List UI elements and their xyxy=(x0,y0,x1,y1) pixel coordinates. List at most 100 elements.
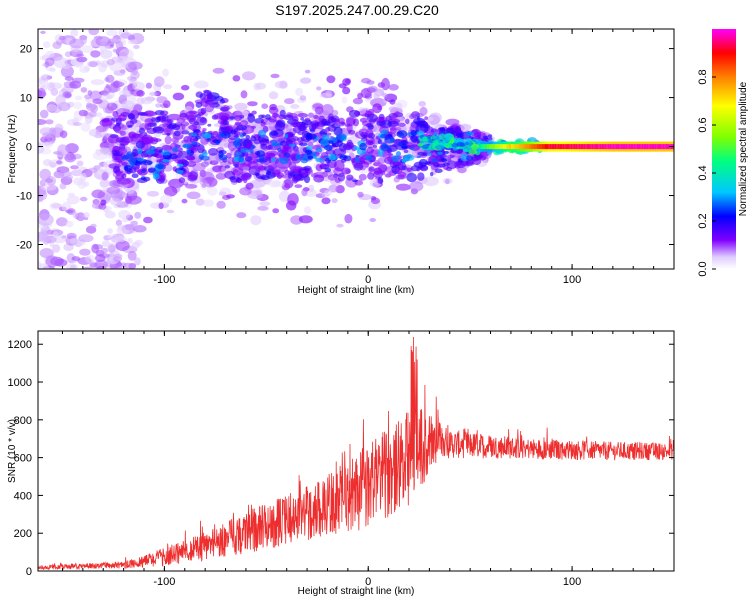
spectrogram-cell xyxy=(457,146,465,150)
spectrogram-cell xyxy=(137,111,146,116)
spectrogram-cell xyxy=(52,231,59,239)
carrier-core xyxy=(635,144,638,150)
spectrogram-cell xyxy=(337,117,345,125)
colorbar-tick-label: 0.6 xyxy=(697,117,709,132)
spectrogram-cell xyxy=(130,220,138,226)
spectrogram-cell xyxy=(297,113,309,118)
carrier-core xyxy=(594,144,598,150)
spectrogram-cell xyxy=(115,40,124,50)
spectrogram-cell xyxy=(325,90,332,97)
spectrogram-cell xyxy=(388,84,399,91)
spectrogram-cell xyxy=(388,106,397,112)
spectrogram-cell xyxy=(119,130,126,136)
spectrogram-cell xyxy=(59,130,68,139)
spectrogram-cell xyxy=(79,66,90,73)
spectrogram-cell xyxy=(233,156,241,163)
carrier-core xyxy=(617,144,621,150)
carrier-core xyxy=(583,144,587,150)
spectrogram-cell xyxy=(38,142,45,154)
spectrogram-cell xyxy=(116,171,122,177)
carrier-core xyxy=(654,144,658,150)
spectrogram-cell xyxy=(261,103,269,109)
spectrogram-cell xyxy=(40,30,46,34)
spectrogram-cell xyxy=(95,254,106,262)
spectrogram-cell xyxy=(122,262,134,269)
carrier-core xyxy=(575,144,579,150)
spectrogram-cell xyxy=(328,113,334,120)
spectrogram-cell xyxy=(153,138,162,142)
spectrogram-cell xyxy=(234,115,242,122)
spectrogram-cell xyxy=(325,150,336,155)
spectrogram-cell xyxy=(130,70,140,80)
carrier-core xyxy=(619,144,622,150)
spectrogram-cell xyxy=(121,173,127,179)
spectrogram-cell xyxy=(257,205,269,211)
carrier-core xyxy=(532,144,535,150)
spectrogram-cell xyxy=(49,202,62,211)
spectrogram-cell xyxy=(319,163,327,170)
spectrogram-cell xyxy=(287,118,299,125)
carrier-core xyxy=(498,144,501,150)
spectrogram-cell xyxy=(300,77,312,84)
spectrogram-cell xyxy=(337,172,346,182)
spectrogram-cell xyxy=(395,183,411,191)
spectrogram-cell xyxy=(439,133,446,141)
spectrogram-cell xyxy=(181,198,188,204)
spectrogram-cell xyxy=(195,116,208,126)
spectrogram-cell xyxy=(284,98,295,105)
spectrogram-cell xyxy=(186,114,197,123)
spectrogram-cell xyxy=(110,198,122,206)
spectrogram-cell xyxy=(258,129,267,137)
spectrogram-y-tick-label: -10 xyxy=(16,191,32,203)
spectrogram-cell xyxy=(168,181,176,188)
spectrogram-cell xyxy=(101,171,109,181)
spectrogram-cell xyxy=(128,61,143,70)
spectrogram-cell xyxy=(247,101,258,107)
spectrogram-cell xyxy=(120,32,133,39)
spectrogram-cell xyxy=(354,157,361,163)
spectrogram-cell xyxy=(445,178,450,185)
spectrogram-cell xyxy=(434,168,443,174)
spectrogram-x-tick-label: 0 xyxy=(365,274,371,286)
spectrogram-cell xyxy=(373,91,382,98)
spectrogram-cell xyxy=(140,176,146,181)
spectrogram-cell xyxy=(212,130,219,136)
spectrogram-cell xyxy=(45,66,55,71)
spectrogram-cell xyxy=(90,223,97,228)
spectrogram-cell xyxy=(133,225,147,233)
spectrogram-cell xyxy=(124,195,133,204)
spectrogram-cell xyxy=(212,139,222,144)
spectrogram-cell xyxy=(472,156,482,166)
carrier-core xyxy=(628,144,632,150)
spectrogram-cell xyxy=(64,153,77,163)
spectrogram-cell xyxy=(304,69,311,74)
spectrogram-cell xyxy=(127,250,137,261)
carrier-core xyxy=(632,144,635,150)
spectrogram-cell xyxy=(258,176,264,180)
spectrogram-cell xyxy=(321,134,330,141)
spectrogram-cell xyxy=(254,118,264,124)
carrier-core xyxy=(486,144,490,150)
carrier-core xyxy=(633,144,637,150)
spectrogram-cell xyxy=(162,68,170,77)
spectrogram-cell xyxy=(488,134,493,138)
spectrogram-cell xyxy=(465,160,469,166)
spectrogram-cell xyxy=(298,215,313,224)
colorbar-tick-label: 0.8 xyxy=(697,69,709,84)
carrier-core xyxy=(520,144,524,150)
spectrogram-cell xyxy=(401,145,408,150)
spectrogram-cell xyxy=(74,95,83,101)
snr-series-line xyxy=(38,336,674,571)
carrier-core xyxy=(528,144,532,150)
spectrogram-cell xyxy=(417,143,424,147)
spectrogram-cell xyxy=(304,117,311,123)
carrier-core xyxy=(496,144,500,150)
spectrogram-cell xyxy=(71,256,81,262)
snr-x-tick-label: 0 xyxy=(365,576,371,588)
carrier-core xyxy=(549,144,553,150)
spectrogram-cell xyxy=(384,136,395,144)
spectrogram-cell xyxy=(335,185,345,194)
spectrogram-cell xyxy=(204,133,212,139)
spectrogram-cell xyxy=(301,170,306,174)
carrier-core xyxy=(582,144,585,150)
